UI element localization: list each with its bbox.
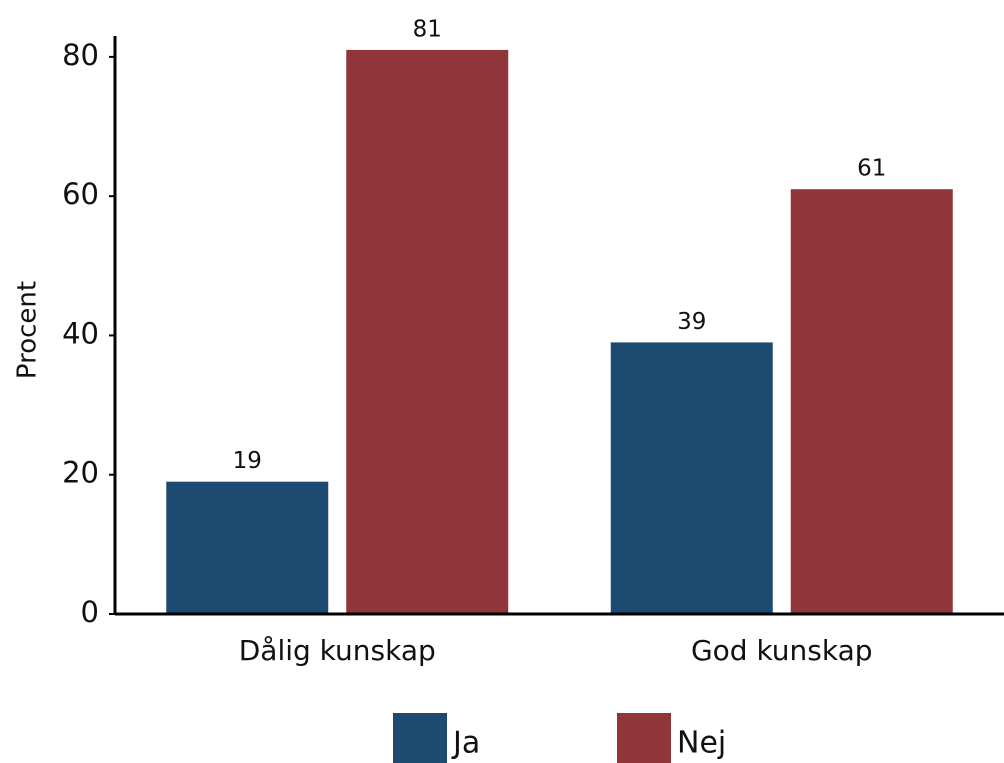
legend-swatch <box>617 713 671 763</box>
x-tick-label: Dålig kunskap <box>239 634 436 667</box>
legend-label: Ja <box>451 726 480 761</box>
legend-swatch <box>393 713 447 763</box>
y-tick-label: 60 <box>62 177 99 211</box>
value-label: 19 <box>233 448 262 474</box>
value-label: 61 <box>857 156 886 182</box>
x-tick-label: God kunskap <box>691 634 873 667</box>
bar <box>346 49 509 614</box>
y-tick-label: 20 <box>62 456 99 490</box>
legend-label: Nej <box>677 726 726 761</box>
value-label: 81 <box>413 16 442 42</box>
value-label: 39 <box>677 309 706 335</box>
bar <box>790 189 953 614</box>
y-axis-label: Procent <box>13 281 43 379</box>
y-tick-label: 0 <box>81 595 99 629</box>
y-tick-label: 40 <box>62 316 99 350</box>
bar <box>610 342 773 614</box>
y-tick-label: 80 <box>62 38 99 72</box>
bar <box>166 481 329 614</box>
